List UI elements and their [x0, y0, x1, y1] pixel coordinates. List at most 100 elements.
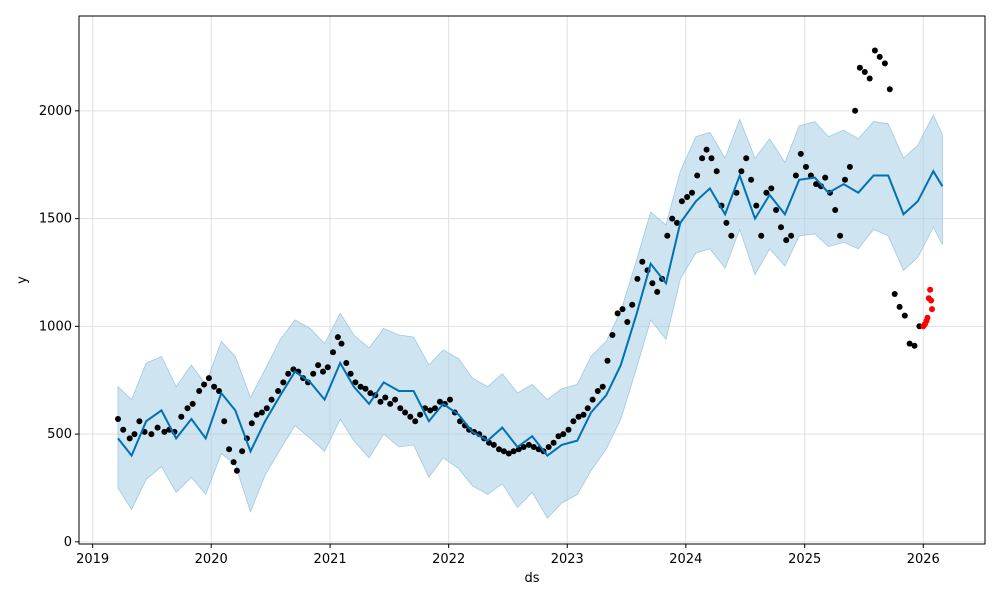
data-point	[881, 60, 888, 67]
data-point	[115, 416, 121, 422]
data-point	[221, 418, 228, 425]
data-point	[178, 413, 185, 420]
data-point	[773, 207, 780, 213]
data-point	[310, 370, 317, 377]
data-point	[447, 396, 453, 403]
data-point	[136, 418, 143, 425]
data-point	[239, 448, 246, 455]
data-point	[846, 163, 853, 170]
data-point	[609, 332, 616, 338]
data-point	[743, 155, 750, 162]
data-point	[131, 431, 138, 438]
uncertainty-interval	[117, 114, 943, 519]
x-axis-ticks: 2019 2020 2021 2022 2023 2024 2025 2026	[76, 544, 940, 567]
data-point	[226, 446, 233, 453]
data-point	[792, 172, 799, 179]
data-point	[402, 409, 409, 416]
data-point	[639, 258, 646, 265]
data-point	[520, 444, 527, 450]
data-point	[674, 219, 680, 226]
data-point	[927, 286, 934, 293]
y-tick-label: 1500	[39, 212, 72, 227]
data-point	[813, 181, 820, 188]
data-point	[684, 194, 691, 200]
data-point	[584, 405, 591, 412]
data-point	[901, 312, 908, 319]
data-point	[505, 450, 512, 457]
data-point	[120, 426, 127, 433]
data-point	[230, 459, 237, 466]
data-point	[669, 215, 676, 222]
data-point	[343, 360, 350, 366]
data-point	[678, 198, 685, 205]
data-point	[490, 441, 497, 448]
plot-frame	[78, 15, 986, 545]
data-point	[703, 146, 710, 153]
data-point	[189, 400, 196, 407]
data-point	[861, 69, 868, 75]
data-point	[161, 428, 168, 435]
data-point	[783, 237, 790, 244]
data-point	[699, 155, 706, 162]
data-point	[866, 75, 873, 82]
data-point	[768, 185, 775, 192]
data-point	[352, 379, 359, 386]
data-point	[382, 394, 389, 401]
data-point	[407, 413, 414, 420]
data-point	[545, 444, 552, 450]
y-tick-label: 0	[64, 535, 72, 550]
data-point	[906, 340, 913, 347]
data-point	[929, 306, 935, 313]
y-axis-label: y	[15, 276, 30, 284]
data-point	[320, 368, 326, 375]
data-point	[412, 418, 419, 425]
data-point	[928, 297, 935, 304]
data-point	[634, 275, 641, 282]
data-point	[432, 405, 438, 412]
data-point	[275, 388, 282, 394]
data-point	[184, 405, 191, 412]
data-point	[268, 396, 275, 403]
data-point	[330, 349, 336, 356]
data-point	[258, 409, 265, 416]
data-point	[285, 370, 292, 377]
data-point	[832, 207, 839, 213]
data-point	[886, 86, 893, 93]
data-point	[530, 444, 537, 450]
data-point	[377, 398, 384, 405]
data-point	[233, 467, 240, 474]
data-point	[387, 400, 394, 407]
y-tick-label: 1000	[39, 319, 72, 334]
data-point	[619, 306, 626, 313]
y-tick-label: 500	[47, 427, 72, 442]
x-tick-label: 2020	[195, 552, 228, 567]
data-point	[334, 334, 341, 341]
grid-lines	[79, 16, 985, 544]
data-point	[723, 219, 730, 226]
data-point	[126, 435, 133, 442]
data-point	[436, 398, 443, 405]
data-point	[852, 107, 859, 114]
data-point	[154, 424, 161, 431]
data-point	[797, 150, 804, 157]
data-point	[788, 232, 795, 239]
x-tick-label: 2022	[432, 552, 465, 567]
data-point	[713, 168, 720, 175]
data-point	[280, 379, 287, 386]
y-axis-ticks: 0 500 1000 1500 2000	[39, 104, 79, 550]
x-tick-label: 2026	[907, 552, 940, 567]
data-point	[911, 342, 918, 349]
x-tick-label: 2019	[76, 552, 109, 567]
data-point	[315, 362, 322, 369]
data-point	[148, 431, 155, 438]
data-point	[263, 405, 270, 412]
data-point	[248, 420, 255, 427]
data-point	[837, 232, 844, 239]
x-axis-label: ds	[524, 571, 539, 586]
data-point	[599, 383, 606, 390]
forecast-line	[117, 169, 944, 458]
data-point	[550, 439, 557, 446]
data-point	[694, 172, 701, 179]
data-point	[763, 189, 770, 196]
data-point	[589, 396, 596, 403]
